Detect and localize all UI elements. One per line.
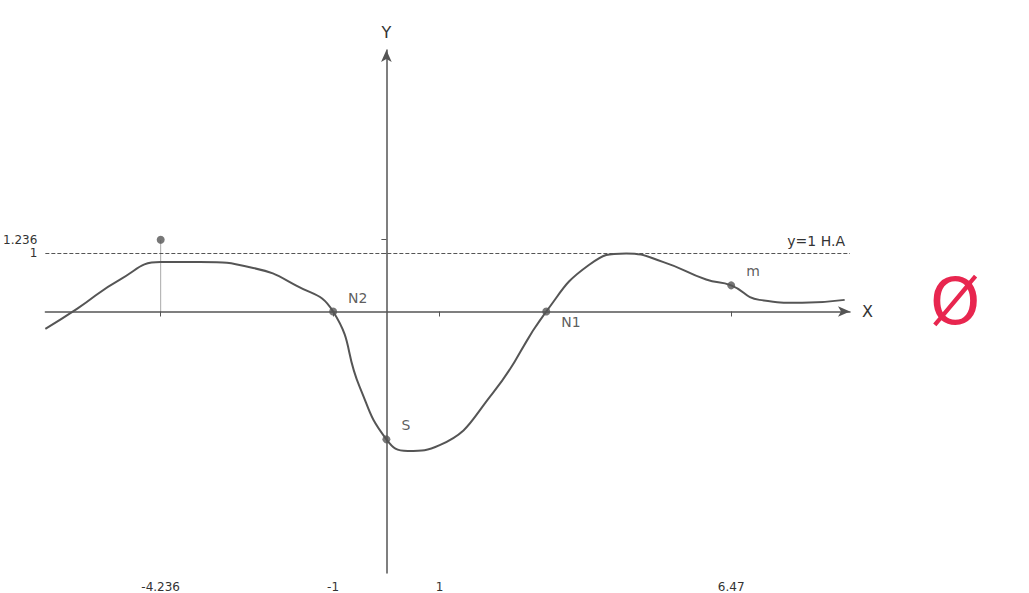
svg-text:S: S (401, 417, 410, 433)
svg-text:N2: N2 (348, 290, 367, 306)
svg-text:y=1 H.A: y=1 H.A (787, 233, 845, 249)
svg-text:-1: -1 (327, 580, 339, 593)
svg-text:Ø: Ø (930, 265, 980, 339)
svg-text:-4.236: -4.236 (141, 580, 180, 593)
svg-text:m: m (746, 263, 760, 279)
svg-text:X: X (862, 302, 873, 321)
svg-text:1: 1 (436, 580, 444, 593)
svg-text:1: 1 (30, 246, 38, 260)
svg-text:Y: Y (381, 23, 392, 42)
svg-text:1.236: 1.236 (3, 233, 37, 247)
svg-text:N1: N1 (561, 314, 580, 330)
svg-text:6.47: 6.47 (718, 580, 745, 593)
